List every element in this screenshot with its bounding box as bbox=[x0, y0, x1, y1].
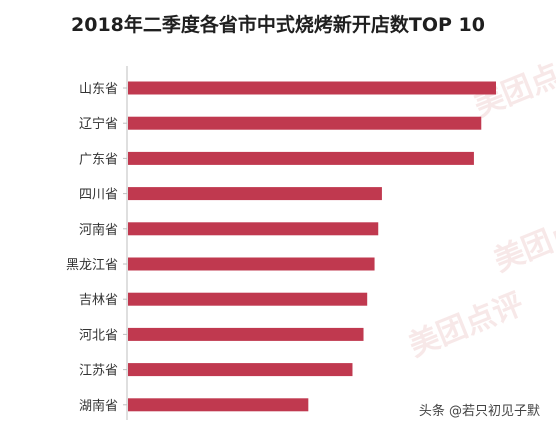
bar bbox=[128, 292, 368, 306]
category-label: 山东省 bbox=[79, 82, 118, 97]
category-label: 吉林省 bbox=[79, 293, 118, 308]
category-label: 河北省 bbox=[79, 328, 118, 343]
bar bbox=[128, 151, 474, 165]
bar bbox=[128, 187, 382, 201]
category-label: 湖南省 bbox=[79, 398, 118, 414]
bar bbox=[128, 398, 309, 412]
category-label: 广东省 bbox=[79, 152, 118, 167]
bar bbox=[128, 363, 353, 377]
category-label: 四川省 bbox=[79, 188, 118, 203]
category-label: 河南省 bbox=[79, 222, 118, 238]
category-label: 辽宁省 bbox=[79, 116, 118, 132]
bar bbox=[128, 327, 364, 341]
bar bbox=[128, 222, 379, 236]
source-attribution: 头条 @若只初见子默 bbox=[418, 404, 540, 419]
bar bbox=[128, 81, 496, 95]
category-label: 黑龙江省 bbox=[66, 258, 118, 273]
category-label: 江苏省 bbox=[79, 363, 118, 379]
bar bbox=[128, 116, 482, 130]
bar bbox=[128, 257, 375, 271]
chart-title: 2018年二季度各省市中式烧烤新开店数TOP 10 bbox=[71, 14, 485, 36]
